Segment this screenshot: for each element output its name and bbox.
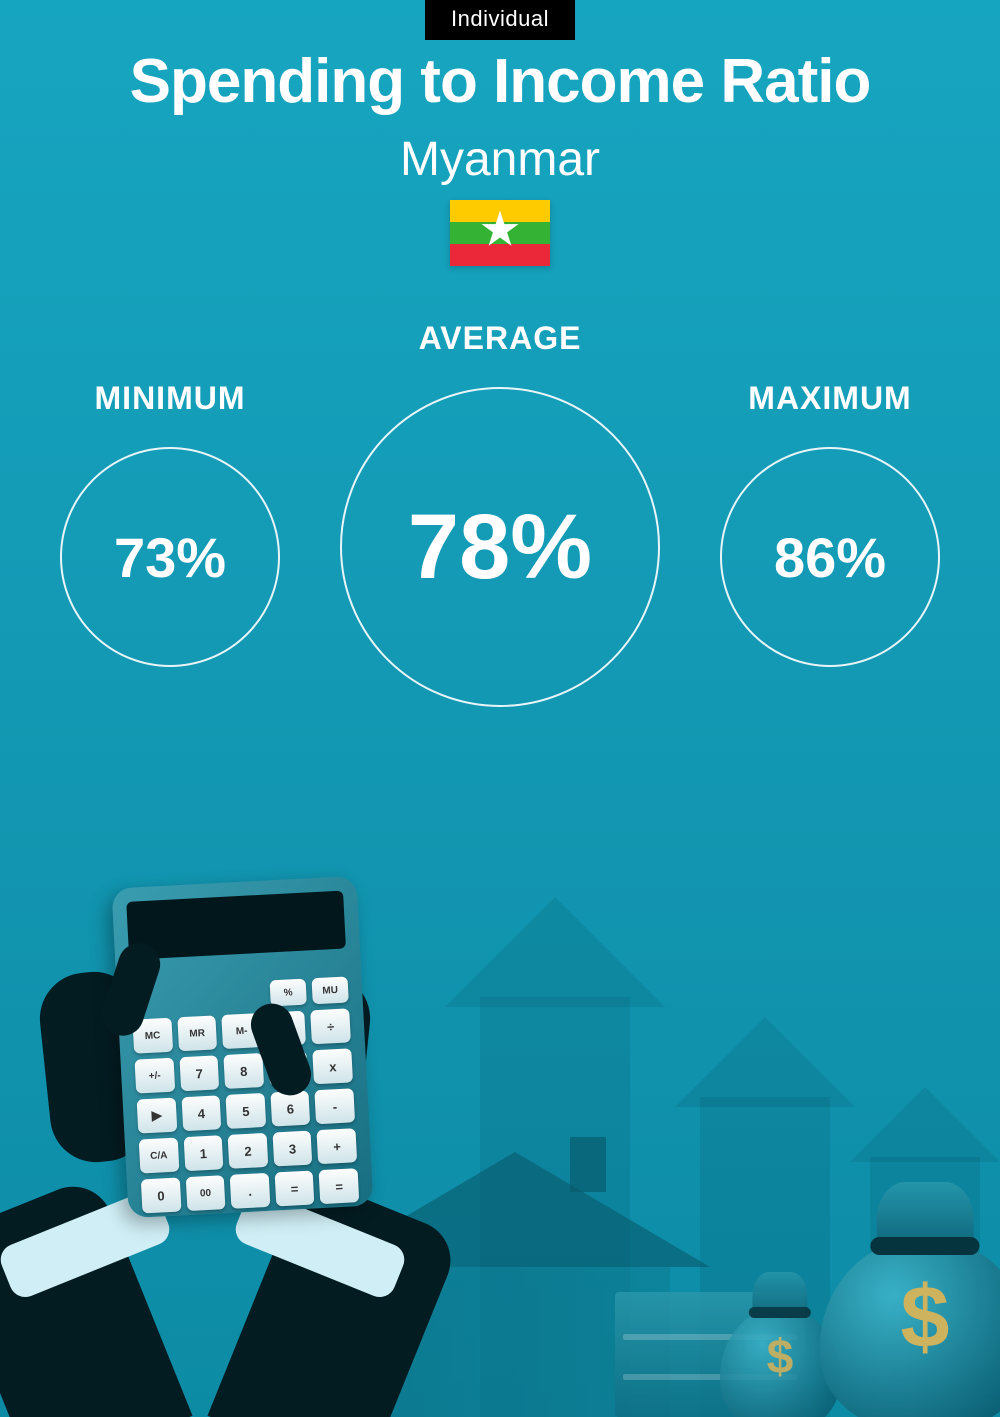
calc-key: 8 — [224, 1053, 264, 1089]
calc-key: - — [315, 1088, 355, 1124]
calc-key: ÷ — [311, 1008, 351, 1044]
stat-maximum-value: 86% — [720, 447, 940, 667]
country-flag-icon: ★ — [450, 200, 550, 266]
calc-key: + — [317, 1128, 357, 1164]
stat-minimum: MINIMUM 73% — [60, 320, 280, 667]
calc-key: C/A — [139, 1138, 179, 1174]
calc-key: x — [313, 1048, 353, 1084]
calc-key: 3 — [272, 1131, 312, 1167]
stat-average: AVERAGE 78% — [340, 320, 660, 707]
calc-key: 7 — [179, 1055, 219, 1091]
stat-maximum-label: MAXIMUM — [748, 380, 911, 417]
calc-key: % — [270, 979, 307, 1007]
calc-key: 1 — [183, 1135, 223, 1171]
stat-average-value: 78% — [340, 387, 660, 707]
calc-key: 5 — [226, 1093, 266, 1129]
stats-row: MINIMUM 73% AVERAGE 78% MAXIMUM 86% — [0, 320, 1000, 707]
calc-key: = — [274, 1170, 314, 1206]
category-badge: Individual — [425, 0, 575, 40]
calc-key: MU — [311, 976, 348, 1004]
stat-maximum: MAXIMUM 86% — [720, 320, 940, 667]
hands-calculator-icon: %MU MCMRM-M+÷+/-789x▶456-C/A123+000.== — [10, 857, 440, 1417]
calc-key: 6 — [270, 1091, 310, 1127]
calc-key: +/- — [135, 1058, 175, 1094]
calc-key: MR — [177, 1015, 217, 1051]
stat-minimum-value: 73% — [60, 447, 280, 667]
calculator-icon: %MU MCMRM-M+÷+/-789x▶456-C/A123+000.== — [112, 876, 374, 1218]
country-name: Myanmar — [0, 132, 1000, 187]
calc-key: = — [319, 1168, 359, 1204]
decorative-illustration: $ $ %MU MCMRM-M+÷+/-789x▶456-C/A123+000.… — [0, 717, 1000, 1417]
calc-key: 2 — [228, 1133, 268, 1169]
calc-key: 4 — [181, 1095, 221, 1131]
calc-key: ▶ — [137, 1098, 177, 1134]
stat-average-label: AVERAGE — [419, 320, 582, 357]
page-title: Spending to Income Ratio — [0, 46, 1000, 117]
calc-key: . — [230, 1173, 270, 1209]
calc-key: 00 — [185, 1175, 225, 1211]
calc-key: 0 — [141, 1177, 181, 1213]
money-bag-icon: $ — [820, 1182, 1000, 1417]
stat-minimum-label: MINIMUM — [95, 380, 246, 417]
